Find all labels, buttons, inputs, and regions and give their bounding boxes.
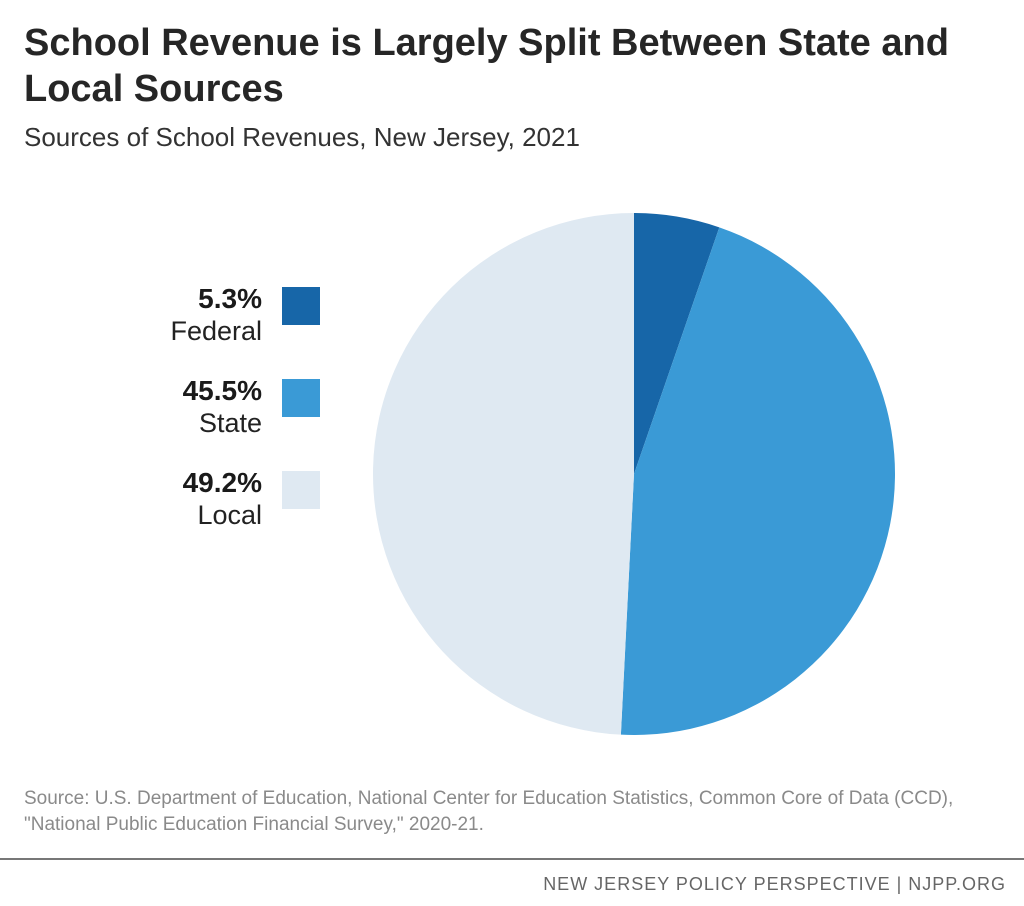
legend-swatch-federal — [282, 287, 320, 325]
pie-slice-local — [372, 213, 634, 735]
source-note: Source: U.S. Department of Education, Na… — [24, 788, 954, 835]
legend-text-local: 49.2% Local — [183, 467, 262, 531]
pie-slice-federal — [634, 213, 720, 474]
legend-label-local: Local — [197, 500, 262, 530]
chart-legend: 5.3% Federal 45.5% State 49.2% Local — [150, 283, 320, 559]
legend-pct-state: 45.5% — [182, 375, 262, 406]
chart-subtitle: Sources of School Revenues, New Jersey, … — [24, 122, 580, 152]
chart-title: School Revenue is Largely Split Between … — [24, 22, 949, 110]
legend-label-state: State — [198, 408, 262, 438]
legend-pct-local: 49.2% — [182, 467, 262, 498]
legend-label-federal: Federal — [170, 316, 262, 346]
legend-item-federal: 5.3% Federal — [150, 283, 320, 375]
legend-item-local: 49.2% Local — [150, 467, 320, 559]
pie-slice-state — [620, 227, 896, 735]
legend-pct-federal: 5.3% — [198, 283, 262, 314]
pie-chart — [372, 213, 896, 735]
legend-text-state: 45.5% State — [183, 375, 262, 439]
legend-item-state: 45.5% State — [150, 375, 320, 467]
footer-divider — [0, 858, 1024, 860]
footer-credit: NEW JERSEY POLICY PERSPECTIVE | NJPP.ORG — [543, 874, 1006, 894]
legend-swatch-local — [282, 471, 320, 509]
legend-swatch-state — [282, 379, 320, 417]
legend-text-federal: 5.3% Federal — [170, 283, 262, 347]
